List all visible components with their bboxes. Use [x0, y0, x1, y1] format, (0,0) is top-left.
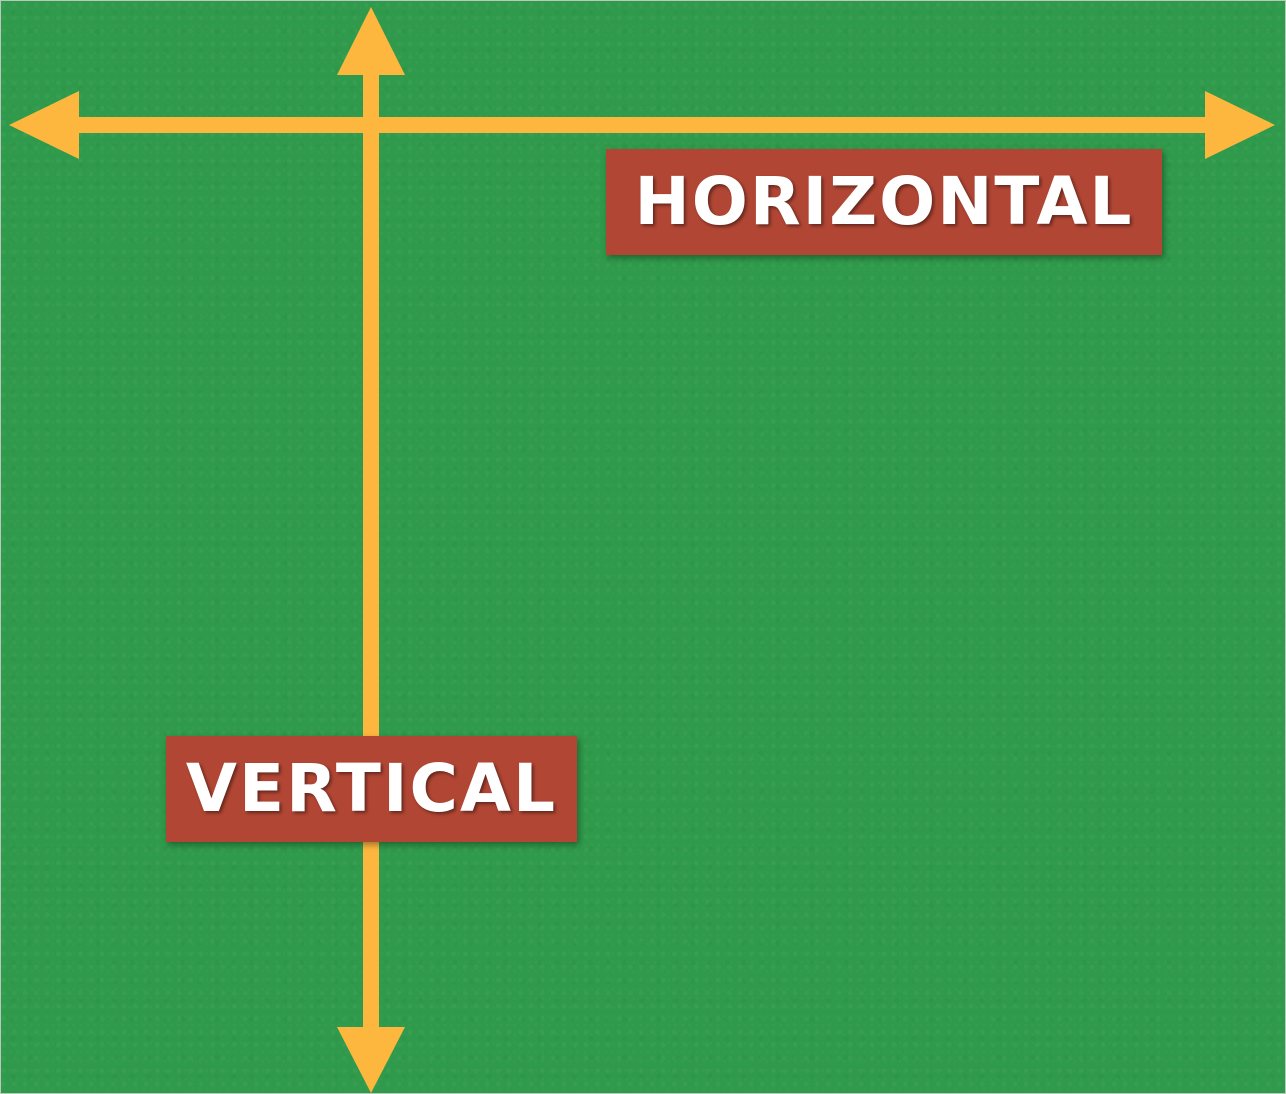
vertical-label: VERTICAL: [166, 736, 577, 842]
horizontal-arrow-left-head: [9, 91, 79, 159]
horizontal-arrow-right-head: [1205, 91, 1275, 159]
horizontal-label: HORIZONTAL: [606, 149, 1162, 255]
vertical-arrow-bottom-head: [337, 1027, 405, 1093]
vertical-arrow-top-head: [337, 7, 405, 75]
